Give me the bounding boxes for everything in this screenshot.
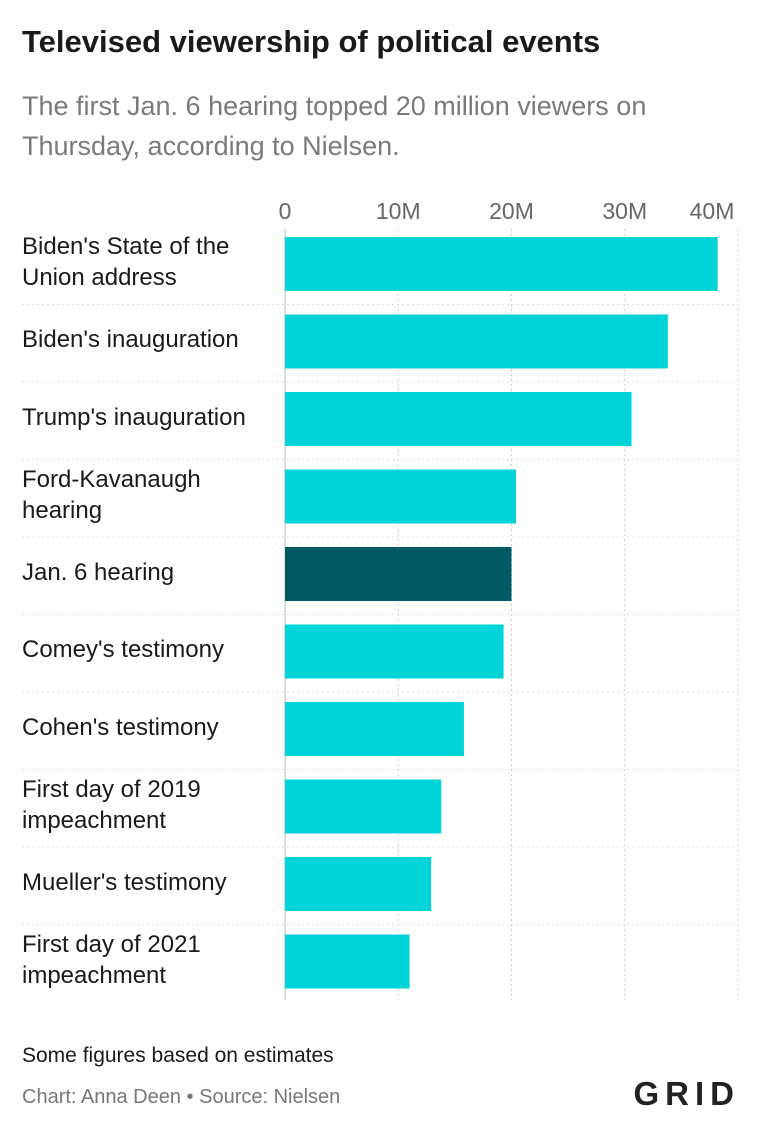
bar [285,702,464,756]
bar [285,469,517,524]
bar [285,314,668,369]
chart-title: Televised viewership of political events [22,24,601,59]
bar [285,857,432,911]
bar [285,237,718,291]
x-tick-label: 0 [278,198,292,224]
category-label: Biden's inauguration [22,326,239,353]
category-label: First day of 2021 impeachment [22,930,201,989]
x-tick-label: 30M [602,198,648,224]
category-label: Comey's testimony [22,636,224,663]
category-label: Biden's State of the Union address [22,233,230,291]
grid-logo: GRID [633,1075,740,1112]
bar [285,392,632,446]
bar [285,547,512,601]
category-label: Trump's inauguration [22,403,246,431]
bar [285,624,504,679]
bar [285,779,442,834]
category-label: Ford-Kavanaugh hearing [22,465,201,524]
chart-subtitle: The first Jan. 6 hearing topped 20 milli… [22,91,647,161]
category-label: Cohen's testimony [22,713,219,741]
bar [285,934,410,989]
category-label: First day of 2019 impeachment [22,775,201,834]
category-label: Mueller's testimony [22,868,227,896]
footnote: Some figures based on estimates [22,1044,334,1067]
category-label: Jan. 6 hearing [22,558,175,586]
x-tick-label: 10M [375,198,421,224]
x-tick-label: 40M [689,198,735,224]
x-tick-label: 20M [489,198,534,224]
source-credit: Chart: Anna Deen • Source: Nielsen [22,1086,341,1108]
